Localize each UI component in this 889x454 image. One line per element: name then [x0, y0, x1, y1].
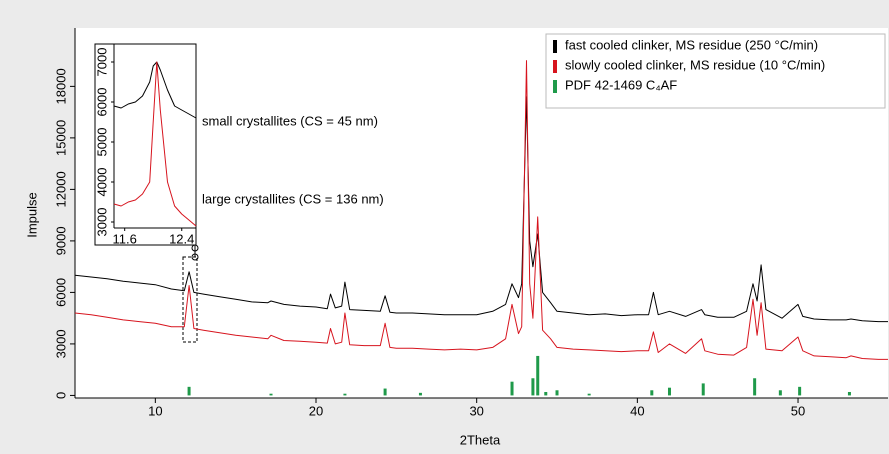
- y-tick-label: 5000: [94, 128, 109, 157]
- reference-bar: [587, 393, 591, 396]
- reference-bar: [798, 386, 802, 396]
- legend: [545, 33, 886, 109]
- y-axis-label: Impulse: [24, 192, 39, 238]
- x-tick-label: 30: [469, 403, 483, 418]
- reference-bar: [847, 391, 851, 396]
- y-tick-label: 6000: [94, 88, 109, 117]
- annotation: small crystallites (CS = 45 nm): [202, 113, 378, 128]
- reference-bar: [510, 381, 514, 396]
- y-tick-label: 6000: [53, 278, 68, 307]
- reference-bar: [555, 390, 559, 396]
- reference-bar: [418, 392, 422, 396]
- data-line: [113, 61, 197, 227]
- x-tick-label: 10: [148, 403, 162, 418]
- data-line: [74, 60, 888, 360]
- reference-bar: [536, 355, 540, 396]
- legend-label: PDF 42-1469 C₄AF: [565, 77, 677, 92]
- zoom-box: [182, 256, 198, 343]
- reference-bar: [544, 391, 548, 396]
- reference-bar: [531, 378, 535, 396]
- reference-bar: [778, 390, 782, 396]
- y-tick-label: 4000: [94, 168, 109, 197]
- y-tick-label: 9000: [53, 226, 68, 255]
- y-tick-label: 7000: [94, 48, 109, 77]
- x-tick-label: 20: [309, 403, 323, 418]
- y-tick-label: 3000: [53, 329, 68, 358]
- x-tick-label: 50: [791, 403, 805, 418]
- data-line: [113, 61, 197, 119]
- legend-swatch: [553, 40, 557, 53]
- x-tick-label: 11.6: [113, 231, 137, 246]
- y-tick-label: 3000: [94, 208, 109, 237]
- y-tick-label: 18000: [53, 68, 68, 104]
- reference-bar: [383, 388, 387, 396]
- x-tick-label: 40: [630, 403, 644, 418]
- legend-swatch: [553, 80, 557, 93]
- reference-bar: [650, 390, 654, 396]
- y-tick-label: 0: [53, 392, 68, 399]
- legend-label: slowly cooled clinker, MS residue (10 °C…: [565, 57, 825, 72]
- reference-bar: [187, 386, 191, 396]
- data-line: [74, 96, 888, 323]
- reference-bar: [343, 393, 347, 396]
- reference-bar: [701, 383, 705, 396]
- legend-swatch: [553, 60, 557, 73]
- reference-bar: [269, 393, 273, 396]
- inset-frame: [94, 43, 197, 246]
- x-tick-label: 12.4: [169, 231, 194, 246]
- reference-bar: [753, 378, 757, 396]
- x-axis-label: 2Theta: [460, 432, 501, 447]
- annotation: large crystallites (CS = 136 nm): [202, 191, 384, 206]
- reference-bar: [667, 387, 671, 396]
- y-tick-label: 15000: [53, 120, 68, 156]
- y-tick-label: 12000: [53, 171, 68, 207]
- marks: 10 20 30 40 50 0 3000 6000 9000 12000 15000 18000 fa…: [53, 37, 888, 418]
- legend-label: fast cooled clinker, MS residue (250 °C/…: [565, 37, 818, 52]
